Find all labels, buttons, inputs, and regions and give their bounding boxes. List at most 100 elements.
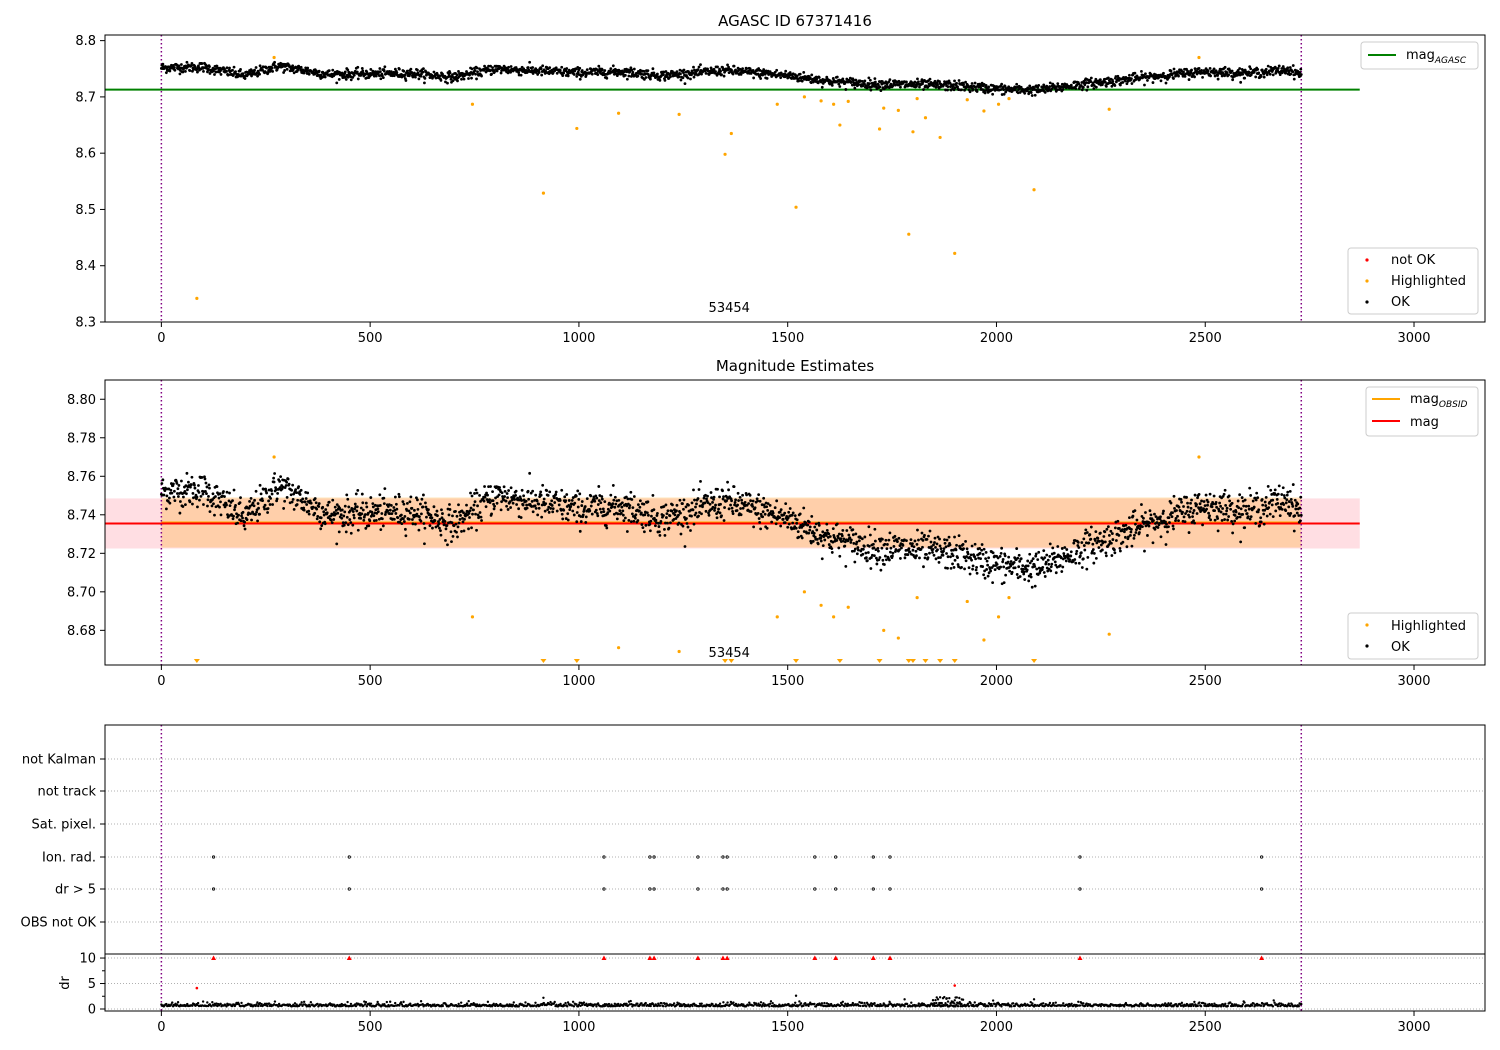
ok-point bbox=[1180, 500, 1183, 504]
ok-point bbox=[214, 495, 217, 498]
ok-point bbox=[307, 512, 311, 516]
ok-point bbox=[1028, 84, 1032, 88]
ok-point bbox=[951, 562, 954, 566]
ok-point bbox=[654, 518, 658, 522]
magnitude-ytick-label: 8.80 bbox=[67, 393, 96, 408]
ok-point bbox=[363, 513, 367, 516]
ok-point bbox=[965, 547, 969, 551]
ok-point bbox=[889, 550, 892, 554]
ok-point bbox=[256, 502, 260, 505]
highlighted-point bbox=[915, 96, 919, 101]
ok-point bbox=[878, 556, 882, 559]
ok-point bbox=[1237, 512, 1241, 516]
ok-point bbox=[261, 499, 264, 502]
ok-point bbox=[547, 510, 551, 514]
ok-point bbox=[838, 85, 842, 88]
ok-point bbox=[517, 71, 521, 75]
ok-point bbox=[939, 556, 942, 559]
ok-point bbox=[609, 493, 613, 497]
ok-point bbox=[263, 507, 266, 511]
dr-point bbox=[309, 1000, 313, 1004]
ok-point bbox=[725, 499, 728, 503]
ok-point bbox=[638, 505, 642, 509]
ok-point bbox=[1133, 71, 1137, 75]
ok-point bbox=[673, 513, 677, 517]
ok-point bbox=[1273, 488, 1277, 492]
ok-point bbox=[424, 501, 427, 505]
ok-point bbox=[1106, 525, 1110, 529]
ok-point bbox=[320, 524, 324, 528]
ok-point bbox=[627, 506, 631, 510]
ok-point bbox=[371, 505, 375, 509]
ok-point bbox=[550, 499, 554, 503]
ok-point bbox=[531, 510, 535, 514]
ok-point bbox=[578, 77, 582, 81]
ok-point bbox=[1267, 506, 1271, 510]
ok-point bbox=[584, 515, 588, 519]
ok-point bbox=[862, 82, 866, 86]
ok-point bbox=[176, 492, 179, 495]
ok-point bbox=[718, 67, 721, 71]
ok-point bbox=[239, 496, 242, 500]
ok-point bbox=[632, 67, 636, 71]
ok-point bbox=[975, 565, 978, 569]
ok-point bbox=[1027, 579, 1031, 583]
magnitude-legend-bottom: Highlighted OK bbox=[1347, 612, 1479, 660]
ok-point bbox=[531, 66, 535, 69]
ok-point bbox=[813, 525, 817, 529]
ok-point bbox=[922, 565, 925, 569]
ok-point bbox=[382, 496, 386, 500]
ok-point bbox=[757, 517, 761, 520]
ok-point bbox=[675, 503, 679, 507]
magnitude-ytick-label: 8.78 bbox=[67, 431, 96, 446]
ok-point bbox=[967, 566, 971, 570]
ok-point bbox=[1001, 557, 1005, 561]
ok-point bbox=[590, 72, 594, 76]
ok-point bbox=[585, 68, 589, 72]
ok-point bbox=[625, 530, 629, 533]
ok-point bbox=[1155, 521, 1159, 524]
ok-point bbox=[304, 497, 308, 500]
ok-point bbox=[456, 535, 459, 539]
ok-point bbox=[1197, 67, 1201, 70]
ok-point bbox=[422, 522, 426, 525]
ok-point bbox=[682, 498, 686, 502]
ok-point bbox=[999, 565, 1003, 569]
ok-point bbox=[261, 68, 264, 72]
ok-point bbox=[475, 528, 478, 532]
ok-point bbox=[537, 502, 541, 506]
ok-point bbox=[781, 517, 785, 521]
ok-point bbox=[546, 493, 550, 497]
ok-point bbox=[1256, 67, 1260, 71]
ok-point bbox=[205, 485, 209, 489]
ok-point bbox=[642, 77, 646, 81]
ok-point bbox=[622, 519, 626, 523]
ok-point bbox=[938, 537, 941, 541]
ok-point bbox=[560, 488, 564, 492]
ok-point bbox=[517, 507, 521, 511]
ok-point bbox=[1243, 526, 1247, 530]
ok-point bbox=[933, 541, 936, 544]
ok-point bbox=[784, 69, 788, 73]
legend-ok-marker bbox=[1365, 300, 1369, 304]
ok-point bbox=[291, 483, 295, 487]
ok-point bbox=[1246, 515, 1250, 519]
ok-point bbox=[876, 546, 880, 550]
ok-point bbox=[1295, 511, 1299, 515]
ok-point bbox=[1208, 514, 1211, 518]
ok-point bbox=[1021, 567, 1025, 571]
ok-point bbox=[646, 500, 650, 504]
ok-point bbox=[652, 508, 656, 512]
ok-point bbox=[343, 70, 347, 74]
ok-point bbox=[1223, 488, 1227, 492]
highlighted-point bbox=[982, 109, 986, 113]
ok-point bbox=[567, 499, 571, 502]
ok-point bbox=[837, 532, 841, 536]
ok-point bbox=[1299, 67, 1303, 71]
ok-point bbox=[248, 499, 251, 503]
ok-point bbox=[177, 64, 181, 68]
ok-point bbox=[696, 497, 700, 500]
ok-point bbox=[677, 75, 681, 79]
ok-point bbox=[1226, 518, 1230, 522]
ok-point bbox=[1247, 507, 1251, 511]
